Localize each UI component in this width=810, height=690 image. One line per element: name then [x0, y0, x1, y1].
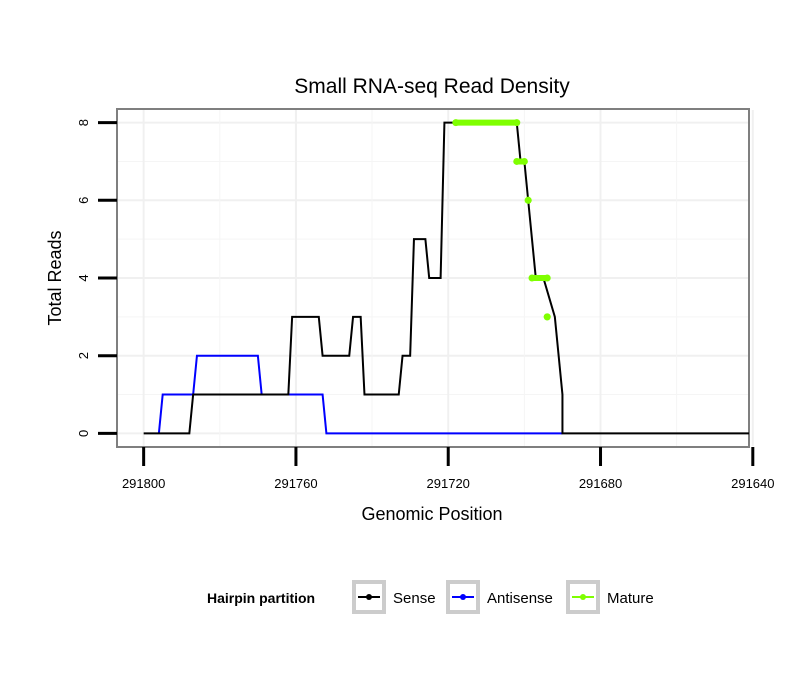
series-mature-point	[520, 157, 528, 165]
series-mature-point	[513, 157, 521, 165]
x-tick-label: 291720	[427, 476, 470, 491]
legend-key-point	[366, 594, 372, 600]
y-axis: 0 2 4 6 8	[76, 119, 117, 437]
series-layer	[143, 119, 749, 435]
series-mature-point	[524, 196, 532, 204]
series-mature-point	[528, 274, 536, 282]
y-tick-label: 2	[76, 352, 91, 359]
legend-key-point	[460, 594, 466, 600]
legend-item-mature: Mature	[566, 580, 654, 614]
legend-label-mature: Mature	[607, 590, 654, 607]
y-axis-label: Total Reads	[45, 230, 65, 325]
legend-label-sense: Sense	[393, 590, 436, 607]
series-sense-line	[143, 121, 749, 435]
x-tick-label: 291800	[122, 476, 165, 491]
series-mature-point	[452, 119, 460, 127]
y-tick-label: 8	[76, 119, 91, 126]
legend: Hairpin partition Sense Antisense Mature	[207, 580, 654, 614]
series-mature-point	[543, 274, 551, 282]
legend-title: Hairpin partition	[207, 590, 315, 606]
x-tick-label: 291640	[731, 476, 774, 491]
y-tick-label: 6	[76, 197, 91, 204]
legend-item-antisense: Antisense	[446, 580, 553, 614]
chart-title: Small RNA-seq Read Density	[294, 75, 570, 98]
x-tick-label: 291760	[274, 476, 317, 491]
legend-label-antisense: Antisense	[487, 590, 553, 607]
y-tick-label: 4	[76, 274, 91, 281]
x-axis: 291800 291760 291720 291680 291640	[122, 447, 775, 491]
legend-key-point	[580, 594, 586, 600]
series-mature-point	[513, 119, 521, 127]
x-axis-label: Genomic Position	[361, 504, 502, 524]
x-tick-label: 291680	[579, 476, 622, 491]
legend-item-sense: Sense	[352, 580, 436, 614]
y-tick-label: 0	[76, 430, 91, 437]
series-mature-point	[543, 313, 551, 321]
